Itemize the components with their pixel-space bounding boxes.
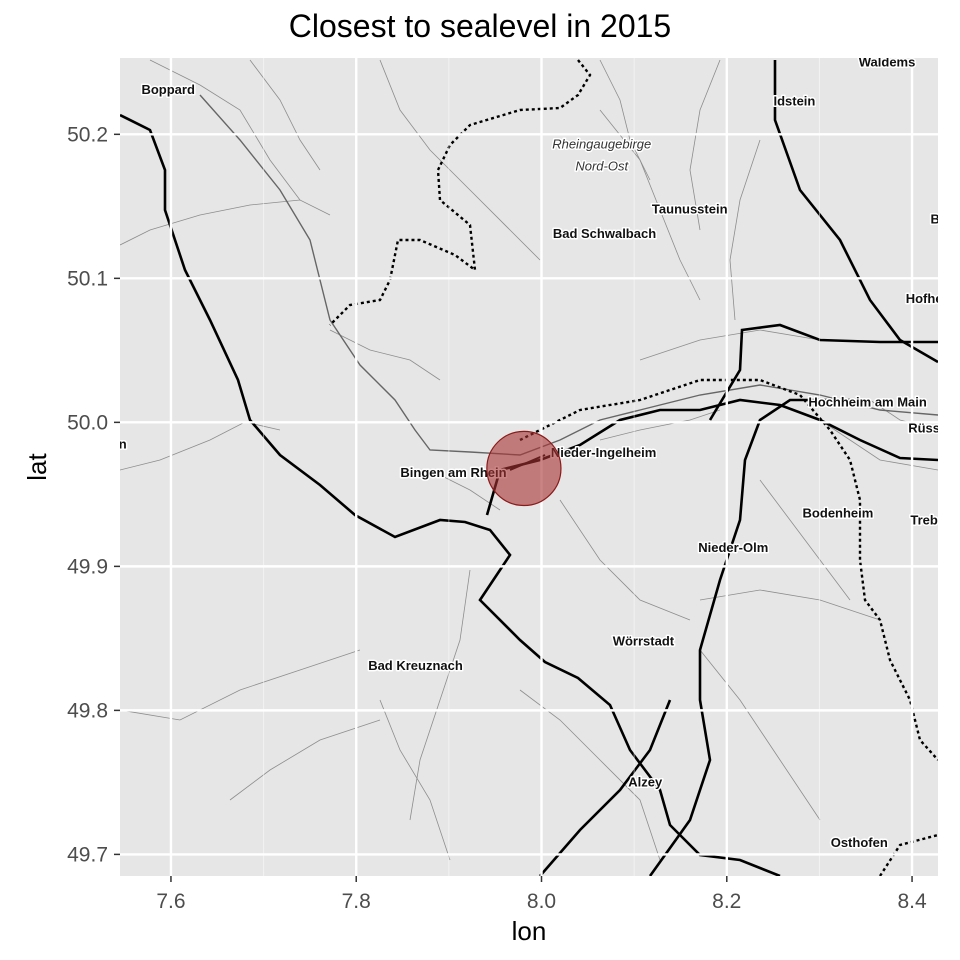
x-tick-label: 8.2 (712, 890, 741, 913)
closest-to-sealevel-point (486, 430, 562, 507)
x-tick-label: 8.0 (527, 890, 556, 913)
map-minor-lines (120, 59, 938, 861)
y-tick-label: 50.2 (67, 123, 108, 146)
place-label-russelsheim: Rüss (908, 420, 940, 435)
place-label-waldems: Waldems (859, 55, 916, 70)
place-labels: Boppard Waldems Idstein Rheingaugebirge Nord… (119, 55, 946, 852)
place-label-rheingaugebirge: Rheingaugebirge (552, 137, 651, 152)
place-label-taunusstein: Taunusstein (652, 202, 728, 217)
y-tick-label: 50.0 (67, 411, 108, 434)
y-axis: 49.7 49.8 49.9 50.0 50.1 50.2 (67, 123, 120, 866)
place-label-hofheim: Hofhei (906, 291, 946, 306)
place-label-alzey: Alzey (628, 775, 663, 790)
y-tick-label: 49.8 (67, 699, 108, 722)
rhine-river (199, 94, 938, 456)
y-tick-label: 50.1 (67, 267, 108, 290)
place-label-trebur: Treb (910, 513, 938, 528)
dashed-borders (329, 59, 938, 876)
place-label-b-edge: B (931, 212, 940, 227)
x-axis-title: lon (512, 916, 547, 946)
place-label-idstein: Idstein (773, 94, 815, 109)
place-label-osthofen: Osthofen (831, 835, 888, 850)
x-axis: 7.6 7.8 8.0 8.2 8.4 (156, 876, 927, 913)
place-label-bingen: Bingen am Rhein (400, 465, 506, 480)
place-label-boppard: Boppard (141, 82, 195, 97)
y-tick-label: 49.9 (67, 555, 108, 578)
place-label-nord-ost: Nord-Ost (575, 158, 629, 173)
x-tick-label: 7.8 (342, 890, 371, 913)
chart-title: Closest to sealevel in 2015 (288, 8, 672, 44)
place-label-bad-schwalbach: Bad Schwalbach (553, 226, 656, 241)
place-label-nieder-ingelheim: Nieder-Ingelheim (551, 445, 656, 460)
place-label-n-edge: n (119, 436, 127, 451)
place-label-worrstadt: Wörrstadt (613, 634, 675, 649)
y-axis-title: lat (22, 452, 52, 480)
x-tick-label: 7.6 (156, 890, 185, 913)
place-label-bodenheim: Bodenheim (803, 505, 874, 520)
x-tick-label: 8.4 (897, 890, 927, 913)
place-label-nieder-olm: Nieder-Olm (698, 540, 768, 555)
y-tick-label: 49.7 (67, 843, 108, 866)
place-label-hochheim: Hochheim am Main (808, 395, 927, 410)
place-label-bad-kreuznach: Bad Kreuznach (368, 658, 463, 673)
